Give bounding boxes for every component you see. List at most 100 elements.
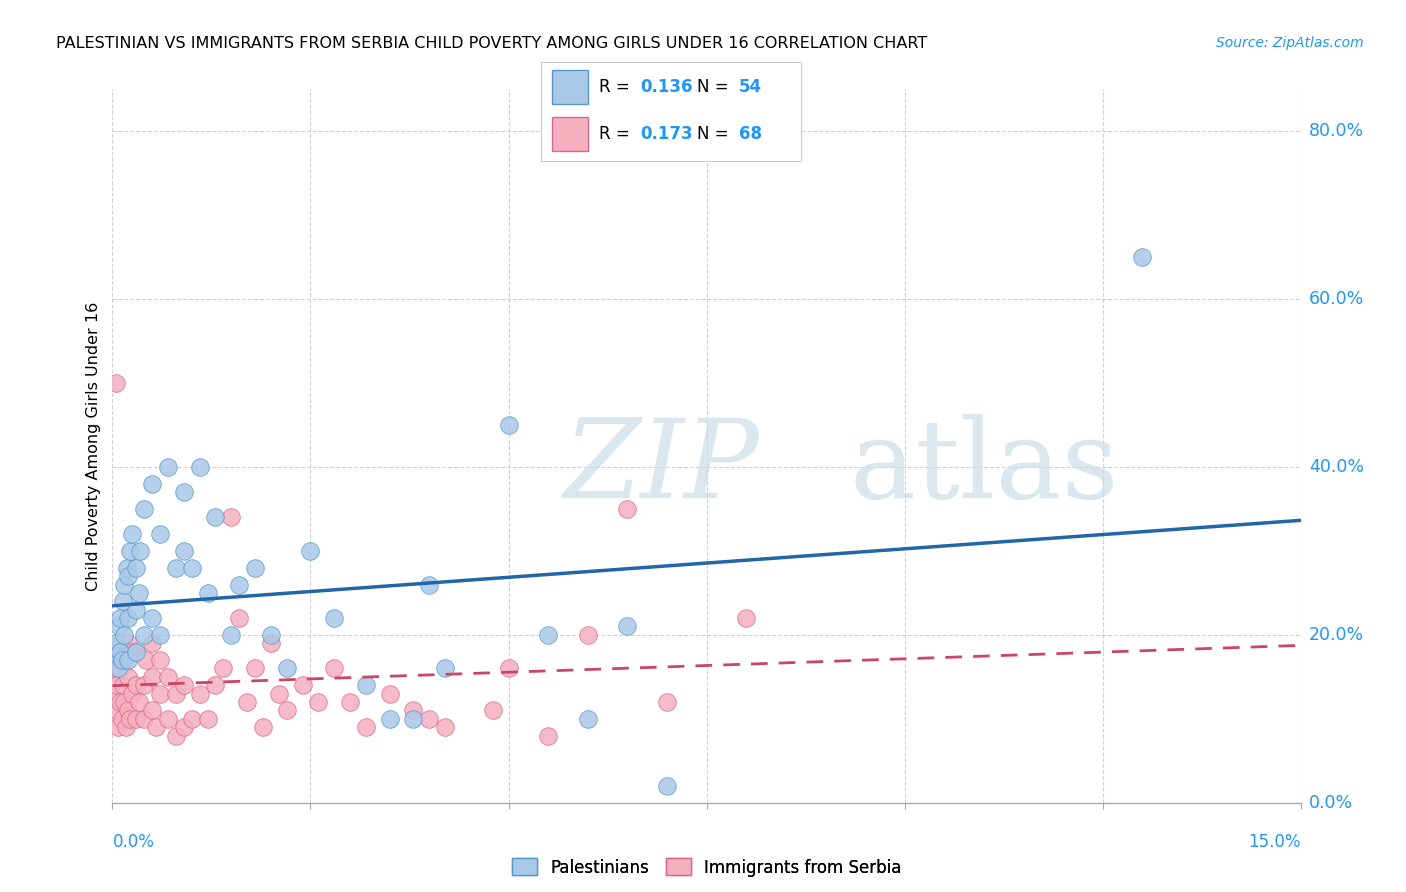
Point [219,510,242,524]
Point [276,661,298,675]
Point [354,720,377,734]
Point [112,695,135,709]
Point [228,611,250,625]
Point [260,628,283,642]
Point [378,712,401,726]
Point [135,653,157,667]
Point [212,661,235,675]
Point [180,560,202,574]
Point [498,661,520,675]
Point [418,577,440,591]
Text: ZIP: ZIP [564,414,759,521]
Text: 20.0%: 20.0% [1309,626,1364,644]
Point [165,687,187,701]
Text: R =: R = [599,78,634,96]
Point [125,678,148,692]
Point [173,544,195,558]
Point [165,729,187,743]
Point [260,636,283,650]
Point [110,611,132,625]
Point [576,712,599,726]
FancyBboxPatch shape [551,70,588,103]
Point [197,712,219,726]
Point [121,527,143,541]
Text: R =: R = [599,125,634,143]
Point [402,712,425,726]
Point [129,544,152,558]
Point [276,703,298,717]
Text: 0.0%: 0.0% [112,833,155,851]
Point [128,695,150,709]
Point [110,661,132,675]
Point [111,712,134,726]
Point [134,678,156,692]
Point [323,661,346,675]
Point [107,661,129,675]
Text: 0.0%: 0.0% [1309,794,1353,812]
Point [156,460,179,475]
Point [149,687,172,701]
Text: N =: N = [697,78,734,96]
Point [105,376,128,390]
Point [141,703,163,717]
Point [105,678,128,692]
Point [537,628,560,642]
Point [110,695,132,709]
Point [117,569,139,583]
Point [219,628,242,642]
Point [735,611,758,625]
Point [128,586,150,600]
Point [156,670,179,684]
Point [173,485,195,500]
Point [339,695,361,709]
Point [108,653,131,667]
Point [149,653,172,667]
Point [112,653,135,667]
Point [299,544,322,558]
Point [125,645,148,659]
Legend: Palestinians, Immigrants from Serbia: Palestinians, Immigrants from Serbia [512,858,901,877]
Text: 0.173: 0.173 [640,125,693,143]
Point [291,678,314,692]
Point [228,577,250,591]
Point [188,687,211,701]
Text: 80.0%: 80.0% [1309,122,1364,140]
Point [125,603,148,617]
Point [616,502,638,516]
Point [104,661,127,675]
Point [141,636,163,650]
Point [204,678,226,692]
Point [125,560,148,574]
Point [145,720,167,734]
Point [402,703,425,717]
Point [117,611,139,625]
Point [655,695,678,709]
Point [112,628,135,642]
Point [307,695,329,709]
Point [1130,250,1153,264]
Point [107,720,129,734]
Point [110,645,132,659]
Point [125,712,148,726]
Point [105,636,128,650]
Point [354,678,377,692]
Point [434,661,457,675]
Point [243,661,266,675]
Text: Source: ZipAtlas.com: Source: ZipAtlas.com [1216,36,1364,50]
Point [236,695,259,709]
Point [141,670,163,684]
Text: N =: N = [697,125,734,143]
Point [134,628,156,642]
Y-axis label: Child Poverty Among Girls Under 16: Child Poverty Among Girls Under 16 [86,301,101,591]
Point [121,687,143,701]
Point [141,611,163,625]
Point [165,560,187,574]
Text: 68: 68 [740,125,762,143]
Point [117,670,139,684]
Point [378,687,401,701]
Point [115,560,138,574]
Point [418,712,440,726]
Point [481,703,503,717]
Point [252,720,274,734]
Text: 0.136: 0.136 [640,78,693,96]
